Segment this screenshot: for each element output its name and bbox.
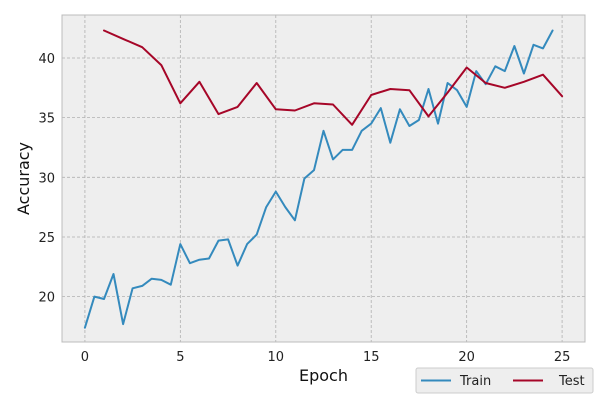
x-tick-label-5: 25	[554, 350, 571, 365]
series-line-test	[103, 29, 564, 126]
y-tick-label-1: 25	[38, 231, 55, 246]
x-axis-label: Epoch	[299, 366, 348, 385]
series-line-train	[83, 29, 554, 329]
x-tick-label-4: 20	[458, 350, 475, 365]
x-tick-label-3: 15	[363, 350, 380, 365]
x-axis-ticks: 0 5 10 15 20 25	[81, 350, 571, 365]
y-axis-label: Accuracy	[14, 142, 33, 215]
grid-lines	[62, 15, 585, 342]
plot-frame	[61, 14, 586, 343]
x-tick-label-0: 0	[81, 350, 89, 365]
x-tick-label-2: 10	[268, 350, 285, 365]
y-axis-ticks: 20 25 30 35 40	[38, 52, 55, 306]
data-series	[83, 29, 564, 329]
y-tick-label-2: 30	[38, 171, 55, 186]
legend-box	[415, 367, 594, 394]
legend: Train Test	[415, 367, 594, 394]
plot-area	[62, 15, 585, 342]
legend-label-test: Test	[558, 374, 585, 389]
legend-label-train: Train	[459, 374, 491, 389]
y-tick-label-0: 20	[38, 291, 55, 306]
x-tick-label-1: 5	[176, 350, 184, 365]
y-tick-label-3: 35	[38, 112, 55, 127]
y-tick-label-4: 40	[38, 52, 55, 67]
